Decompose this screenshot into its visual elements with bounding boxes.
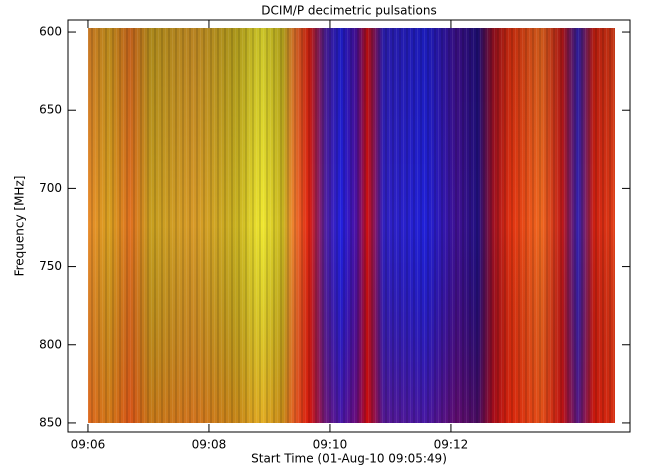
y-tick-label: 800: [39, 337, 62, 351]
spectrogram-texture: [88, 28, 615, 423]
y-tick-label: 650: [39, 103, 62, 117]
x-tick-label: 09:08: [192, 438, 227, 452]
y-tick-label: 750: [39, 259, 62, 273]
y-tick-label: 700: [39, 181, 62, 195]
x-tick-label: 09:12: [434, 438, 469, 452]
plot-frame: [67, 19, 631, 433]
y-tick-label: 850: [39, 415, 62, 429]
chart-title: DCIM/P decimetric pulsations: [261, 4, 436, 18]
y-axis-label: Frequency [MHz]: [13, 176, 27, 277]
x-axis-label: Start Time (01-Aug-10 09:05:49): [251, 452, 447, 465]
x-tick-label: 09:10: [313, 438, 348, 452]
y-tick-label: 600: [39, 25, 62, 39]
x-tick-label: 09:06: [71, 438, 106, 452]
